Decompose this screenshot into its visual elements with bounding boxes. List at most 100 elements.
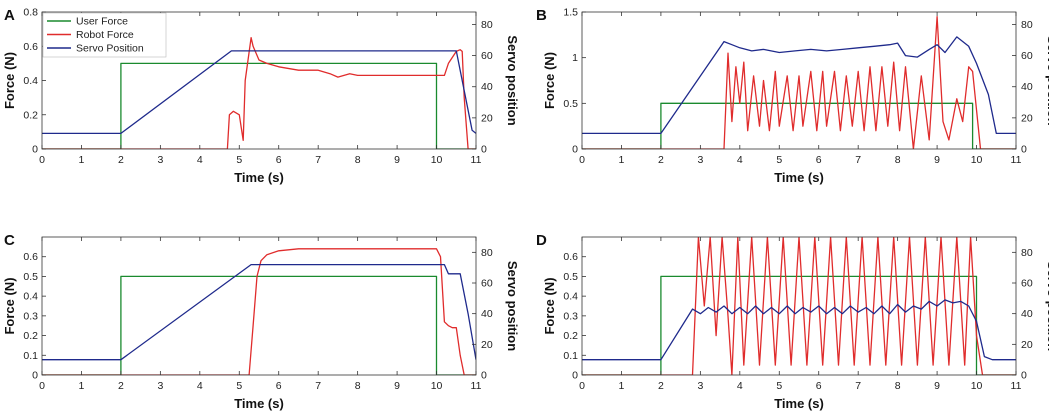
legend-entry: Robot Force — [76, 29, 134, 41]
x-tick-label: 4 — [197, 380, 203, 392]
series-servo-position-line — [582, 299, 1016, 361]
x-tick-label: 3 — [157, 154, 163, 166]
x-axis-label: Time (s) — [234, 170, 284, 185]
legend-entry: User Force — [76, 16, 128, 28]
series-user-force-line — [42, 62, 476, 149]
y-left-tick-label: 0.2 — [23, 330, 38, 342]
y-right-tick-label: 40 — [481, 308, 493, 320]
series-servo-position-line — [582, 36, 1016, 135]
axes-frame — [581, 11, 1017, 150]
y-left-tick-label: 0.2 — [563, 330, 578, 342]
x-tick-label: 10 — [431, 154, 443, 166]
x-tick-label: 2 — [658, 380, 664, 392]
y-right-tick-label: 60 — [1021, 50, 1033, 62]
series-robot-force-line — [42, 248, 476, 375]
x-tick-label: 4 — [737, 154, 743, 166]
x-tick-label: 1 — [79, 154, 85, 166]
x-tick-label: 3 — [697, 380, 703, 392]
y-right-axis-label: Servo position — [505, 35, 520, 125]
x-tick-label: 6 — [276, 380, 282, 392]
y-left-axis-label: Force (N) — [542, 52, 557, 109]
panel-letter: A — [4, 7, 15, 24]
y-right-tick-label: 40 — [1021, 308, 1033, 320]
x-tick-label: 11 — [1011, 154, 1022, 166]
y-right-tick-label: 0 — [481, 144, 487, 156]
y-left-axis-label: Force (N) — [2, 52, 17, 109]
x-tick-label: 8 — [895, 154, 901, 166]
y-left-tick-label: 0.5 — [563, 98, 578, 110]
y-left-tick-label: 0.2 — [23, 109, 38, 121]
x-tick-label: 1 — [79, 380, 85, 392]
y-left-tick-label: 1.5 — [563, 7, 578, 19]
x-axis-label: Time (s) — [234, 396, 284, 411]
y-right-tick-label: 40 — [481, 81, 493, 93]
y-right-tick-label: 60 — [1021, 278, 1033, 290]
y-right-tick-label: 20 — [481, 112, 493, 124]
x-tick-label: 10 — [971, 154, 983, 166]
x-tick-label: 9 — [394, 380, 400, 392]
series-robot-force-line — [582, 237, 1016, 375]
y-left-tick-label: 0.3 — [563, 310, 578, 322]
x-tick-label: 8 — [355, 380, 361, 392]
x-tick-label: 10 — [431, 380, 443, 392]
series-user-force-line — [582, 102, 1016, 149]
x-axis-label: Time (s) — [774, 396, 824, 411]
y-right-tick-label: 20 — [1021, 112, 1033, 124]
x-tick-label: 1 — [619, 380, 625, 392]
x-tick-label: 10 — [971, 380, 983, 392]
y-left-tick-label: 0.5 — [23, 271, 38, 283]
y-right-tick-label: 80 — [481, 247, 493, 259]
x-tick-label: 5 — [776, 154, 782, 166]
x-tick-label: 6 — [816, 380, 822, 392]
y-right-axis-label: Servo position — [1045, 261, 1049, 351]
y-left-tick-label: 0.6 — [563, 251, 578, 263]
panel-a: 0 1 2 3 4 5 6 7 8 9 10 1100.20.40.60.8020406080Time… — [2, 7, 520, 186]
series-servo-position-line — [42, 50, 476, 135]
x-tick-label: 6 — [276, 154, 282, 166]
x-tick-label: 1 — [619, 154, 625, 166]
x-tick-label: 2 — [658, 154, 664, 166]
legend-entry: Servo Position — [76, 43, 144, 55]
x-tick-label: 4 — [737, 380, 743, 392]
panel-letter: D — [536, 232, 547, 249]
x-tick-label: 2 — [118, 380, 124, 392]
y-right-tick-label: 60 — [481, 50, 493, 62]
x-tick-label: 4 — [197, 154, 203, 166]
x-tick-label: 0 — [579, 154, 585, 166]
y-left-tick-label: 1 — [572, 52, 578, 64]
y-right-axis-label: Servo position — [1045, 35, 1049, 125]
x-tick-label: 8 — [895, 380, 901, 392]
y-left-tick-label: 0 — [32, 370, 38, 382]
x-tick-label: 7 — [855, 380, 861, 392]
x-tick-label: 11 — [1011, 380, 1022, 392]
y-left-axis-label: Force (N) — [542, 277, 557, 334]
x-tick-label: 9 — [934, 154, 940, 166]
y-left-axis-label: Force (N) — [2, 277, 17, 334]
series-servo-position-line — [42, 263, 476, 361]
y-left-tick-label: 0 — [572, 370, 578, 382]
y-left-tick-label: 0.4 — [563, 291, 578, 303]
x-tick-label: 5 — [236, 154, 242, 166]
y-left-tick-label: 0.6 — [23, 41, 38, 53]
y-left-tick-label: 0.1 — [23, 350, 38, 362]
y-right-tick-label: 20 — [1021, 339, 1033, 351]
x-tick-label: 9 — [934, 380, 940, 392]
y-right-tick-label: 0 — [1021, 144, 1027, 156]
axes-frame — [41, 236, 477, 376]
series-user-force-line — [42, 275, 476, 375]
series-robot-force-line — [582, 15, 1016, 149]
x-tick-label: 2 — [118, 154, 124, 166]
panel-d: 0 1 2 3 4 5 6 7 8 9 10 1100.10.20.30.40.50.60204060… — [536, 232, 1049, 411]
x-tick-label: 3 — [157, 380, 163, 392]
y-right-axis-label: Servo position — [505, 261, 520, 351]
y-right-tick-label: 0 — [481, 370, 487, 382]
panel-letter: B — [536, 7, 547, 24]
x-tick-label: 11 — [471, 380, 482, 392]
y-right-tick-label: 40 — [1021, 81, 1033, 93]
x-tick-label: 6 — [816, 154, 822, 166]
x-tick-label: 7 — [315, 380, 321, 392]
y-right-tick-label: 0 — [1021, 370, 1027, 382]
x-tick-label: 11 — [471, 154, 482, 166]
